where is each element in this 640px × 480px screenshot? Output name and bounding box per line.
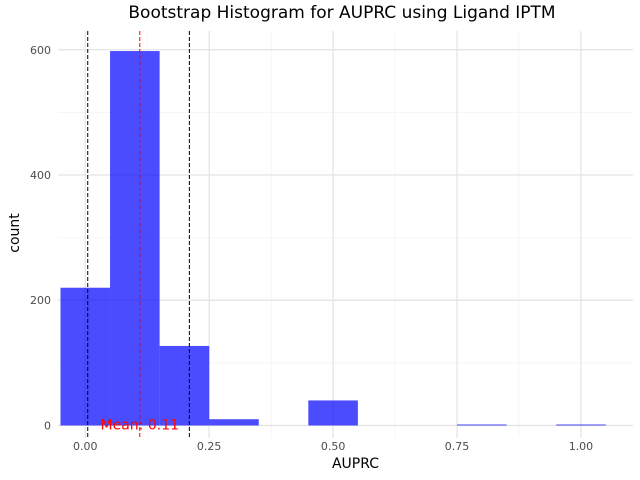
tick-labels-layer: 0.00 0.25 0.50 0.75 1.00 0 200 400 600 [30, 44, 593, 453]
bars-layer [60, 51, 606, 426]
histogram-bar [457, 424, 507, 426]
chart-title: Bootstrap Histogram for AUPRC using Liga… [128, 3, 556, 23]
histogram-bar [110, 51, 160, 426]
histogram-bar [556, 424, 606, 426]
histogram-bar [209, 419, 259, 426]
histogram-bar [60, 287, 111, 426]
y-tick-label: 600 [30, 44, 51, 57]
x-tick-label: 0.75 [445, 440, 470, 453]
x-tick-label: 1.00 [569, 440, 594, 453]
y-tick-label: 200 [30, 294, 51, 307]
x-axis-label: AUPRC [331, 456, 380, 472]
y-tick-label: 400 [30, 169, 51, 182]
histogram-bar [308, 400, 358, 426]
histogram-bar [159, 345, 210, 426]
y-tick-label: 0 [44, 419, 51, 432]
x-tick-label: 0.00 [73, 440, 98, 453]
x-tick-label: 0.25 [197, 440, 222, 453]
mean-annotation: Mean: 0.11 [101, 417, 179, 433]
reference-lines-layer [87, 31, 190, 438]
y-axis-label: count [7, 213, 23, 253]
x-tick-label: 0.50 [321, 440, 346, 453]
